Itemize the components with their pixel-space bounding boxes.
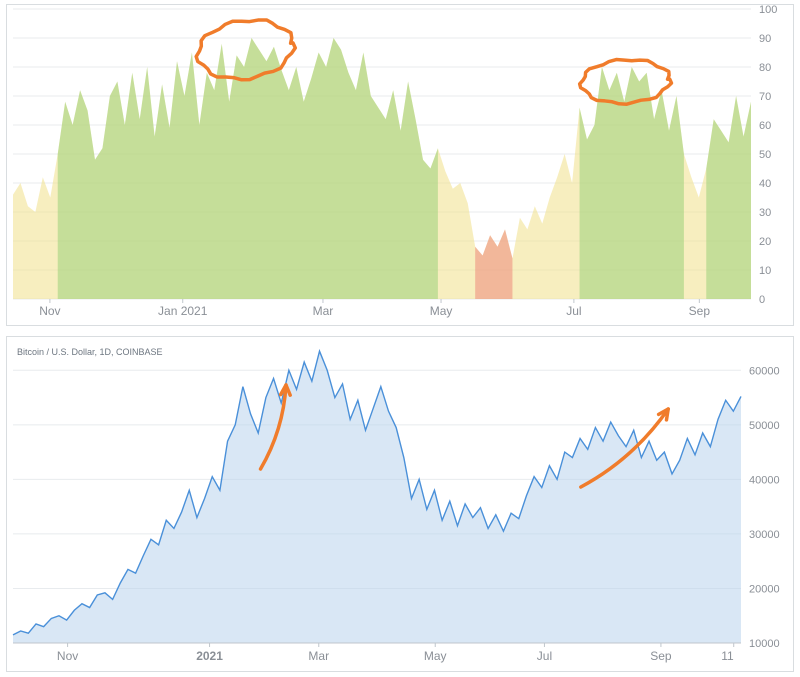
svg-text:60000: 60000 — [749, 365, 780, 377]
svg-text:Nov: Nov — [39, 304, 60, 318]
svg-text:Sep: Sep — [689, 304, 711, 318]
svg-text:80: 80 — [759, 62, 771, 74]
indicator-chart: 0 10 20 30 40 50 60 70 80 90 100 Nov Jan 2021 Mar May J… — [6, 4, 794, 326]
svg-text:20000: 20000 — [749, 583, 780, 595]
svg-text:Mar: Mar — [313, 304, 334, 318]
svg-text:10: 10 — [759, 265, 771, 277]
svg-text:May: May — [424, 649, 447, 663]
indicator-chart-svg: 0 10 20 30 40 50 60 70 80 90 100 Nov Jan 2021 Mar May J… — [7, 5, 793, 323]
svg-text:100: 100 — [759, 5, 777, 16]
svg-text:40: 40 — [759, 178, 771, 190]
svg-text:Jan 2021: Jan 2021 — [158, 304, 208, 318]
price-chart: 10000 20000 30000 40000 50000 60000 Bitcoin / … — [6, 336, 794, 672]
svg-text:50000: 50000 — [749, 420, 780, 432]
svg-text:2021: 2021 — [196, 649, 223, 663]
svg-text:20: 20 — [759, 236, 771, 248]
svg-text:70: 70 — [759, 91, 771, 103]
svg-text:11: 11 — [721, 649, 734, 663]
svg-text:May: May — [430, 304, 453, 318]
svg-text:30: 30 — [759, 207, 771, 219]
svg-text:40000: 40000 — [749, 474, 780, 486]
svg-text:Nov: Nov — [57, 649, 78, 663]
svg-text:30000: 30000 — [749, 529, 780, 541]
svg-text:Bitcoin / U.S. Dollar, 1D, COI: Bitcoin / U.S. Dollar, 1D, COINBASE — [17, 347, 163, 357]
svg-text:Jul: Jul — [537, 649, 552, 663]
svg-text:Jul: Jul — [566, 304, 581, 318]
svg-text:60: 60 — [759, 120, 771, 132]
svg-text:50: 50 — [759, 149, 771, 161]
svg-text:0: 0 — [759, 294, 765, 306]
svg-text:Mar: Mar — [308, 649, 329, 663]
svg-text:10000: 10000 — [749, 638, 780, 650]
svg-text:90: 90 — [759, 33, 771, 45]
svg-text:Sep: Sep — [650, 649, 672, 663]
price-chart-svg: 10000 20000 30000 40000 50000 60000 Bitcoin / … — [7, 337, 793, 669]
